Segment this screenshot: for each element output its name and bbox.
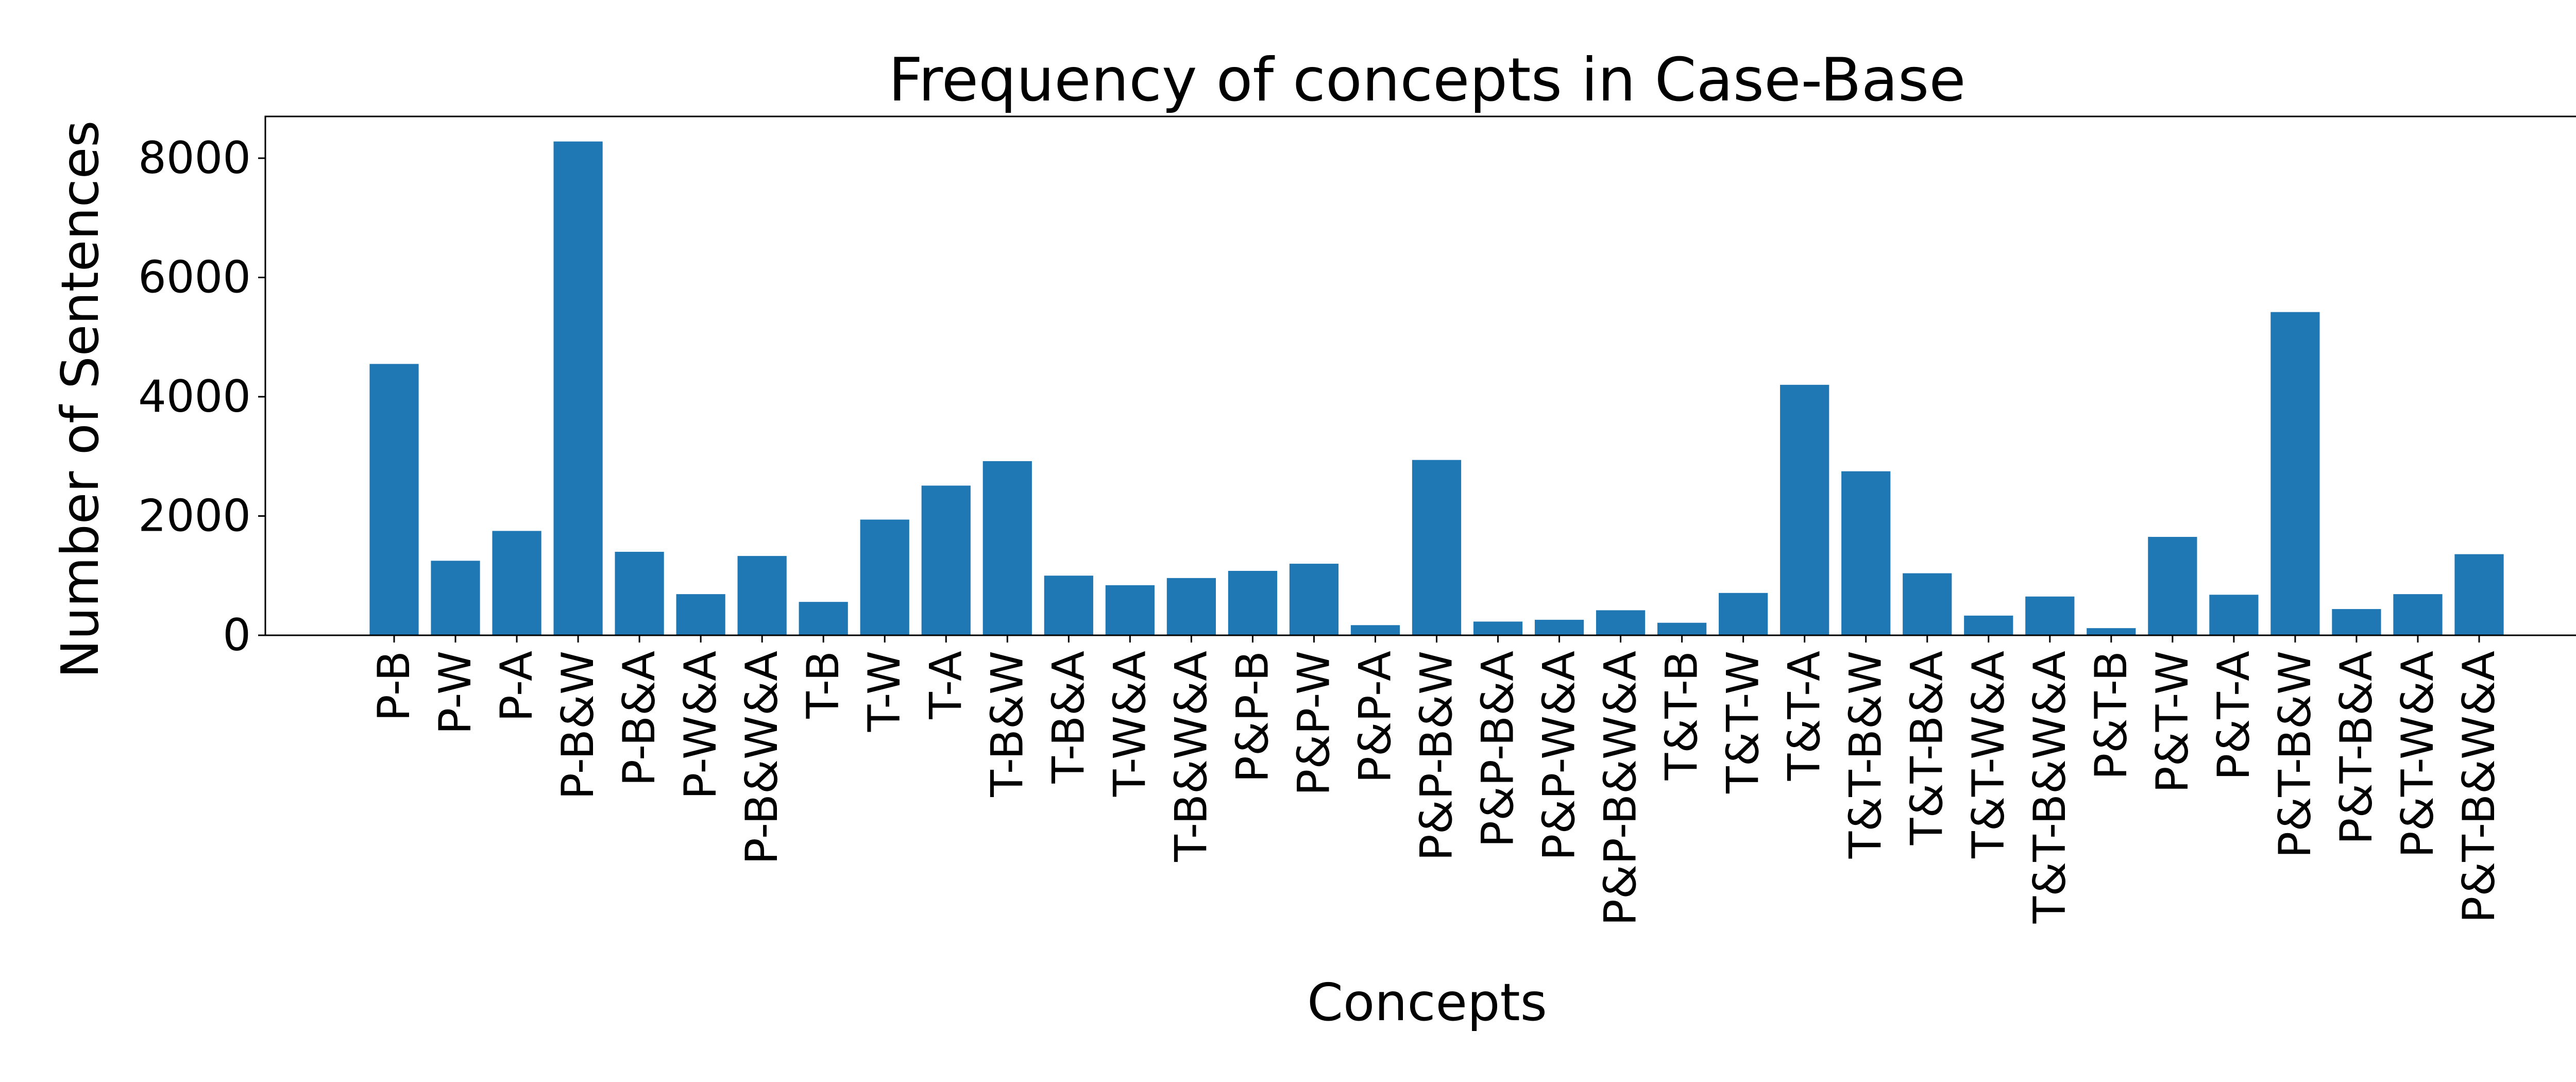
x-tick-label: P-W <box>430 651 481 735</box>
bar <box>1719 593 1768 635</box>
x-tick-label: P&T-B <box>2086 651 2137 780</box>
bars-group <box>369 141 2504 635</box>
bar <box>1289 564 1339 635</box>
bar <box>1044 576 1093 635</box>
x-tick-label: T-B <box>798 651 849 719</box>
bar <box>1534 619 1584 635</box>
bar <box>1166 578 1216 635</box>
chart-title: Frequency of concepts in Case-Base <box>888 45 1965 115</box>
x-tick-label: T-W&A <box>1104 651 1156 797</box>
bar <box>1841 471 1891 635</box>
bar <box>921 485 971 635</box>
x-tick-label: P&T-W <box>2147 651 2198 793</box>
bar <box>982 461 1032 635</box>
x-tick-label: P&P-W&A <box>1534 651 1585 861</box>
bar <box>860 519 909 635</box>
y-tick-label: 4000 <box>138 371 251 422</box>
x-tick-label: T&T-W <box>1718 651 1769 794</box>
x-tick-label: T&T-W&A <box>1963 651 2014 859</box>
bar <box>2393 594 2443 635</box>
x-tick-label: P-W&A <box>675 651 726 800</box>
y-tick-label: 0 <box>223 610 251 661</box>
bar <box>1657 622 1707 635</box>
x-tick-label: P&T-B&W&A <box>2453 651 2505 923</box>
x-tick-label: T&T-B&W&A <box>2024 651 2076 924</box>
x-tick-label: T-B&A <box>1043 651 1094 784</box>
y-axis-label: Number of Sentences <box>50 121 110 679</box>
x-tick-label: P&P-B <box>1227 651 1278 783</box>
bar <box>2025 596 2075 635</box>
bar <box>1473 621 1523 635</box>
bar <box>799 602 848 635</box>
x-tick-label: P&T-B&A <box>2331 651 2382 845</box>
bar <box>2148 537 2197 635</box>
x-tick-label: T&T-B&W <box>1840 651 1892 859</box>
x-tick-label: P-A <box>491 651 543 722</box>
x-axis-ticks: P-B P-W P-A P-B&W P-B&A P-W&A P-B&W&A T-B T-W T-A… <box>368 635 2505 926</box>
x-tick-label: T-B&W <box>981 651 1033 798</box>
bar <box>553 141 603 635</box>
x-tick-label: P&P-B&W <box>1411 651 1463 861</box>
y-axis-ticks: 0 2000 4000 6000 8000 <box>138 132 265 661</box>
bar <box>1412 460 1462 635</box>
x-tick-label: T-W <box>859 651 910 732</box>
bar <box>737 556 787 635</box>
x-axis-label: Concepts <box>1307 972 1547 1033</box>
x-tick-label: T&T-A <box>1779 651 1831 781</box>
x-tick-label: P-B <box>368 651 420 721</box>
bar <box>1780 384 1829 635</box>
y-tick-label: 6000 <box>138 252 251 303</box>
bar <box>676 594 725 635</box>
y-tick-label: 2000 <box>138 491 251 542</box>
bar <box>1903 573 1952 635</box>
x-tick-label: T-B&W&A <box>1165 651 1217 863</box>
x-tick-label: T&T-B <box>1656 651 1708 781</box>
x-tick-label: P&T-A <box>2208 651 2260 781</box>
x-tick-label: P&T-W&A <box>2392 651 2444 858</box>
bar <box>2209 595 2259 635</box>
x-tick-label: P&P-W <box>1288 651 1340 796</box>
bar <box>369 364 419 635</box>
x-tick-label: T-A <box>920 651 972 720</box>
bar <box>2270 312 2320 635</box>
bar <box>1350 625 1400 635</box>
x-tick-label: P&P-B&A <box>1472 651 1524 848</box>
bar <box>431 561 480 635</box>
x-tick-label: T&T-B&A <box>1902 651 1953 846</box>
bar <box>1105 585 1155 635</box>
x-tick-label: P&P-A <box>1349 651 1401 783</box>
x-tick-label: P&T-B&W <box>2269 651 2321 858</box>
bar <box>1596 610 1646 635</box>
x-tick-label: P&P-B&W&A <box>1595 651 1647 926</box>
bar <box>2087 628 2136 635</box>
x-tick-label: P-B&W <box>552 651 604 800</box>
bar <box>1228 570 1278 635</box>
y-tick-label: 8000 <box>138 132 251 184</box>
bar <box>1964 615 2013 635</box>
bar <box>492 531 541 635</box>
bar <box>615 551 664 635</box>
x-tick-label: P-B&A <box>614 651 665 786</box>
plot-frame <box>264 115 2576 636</box>
bar <box>2454 554 2504 635</box>
x-tick-label: P-B&W&A <box>736 651 788 865</box>
bar <box>2332 609 2381 635</box>
